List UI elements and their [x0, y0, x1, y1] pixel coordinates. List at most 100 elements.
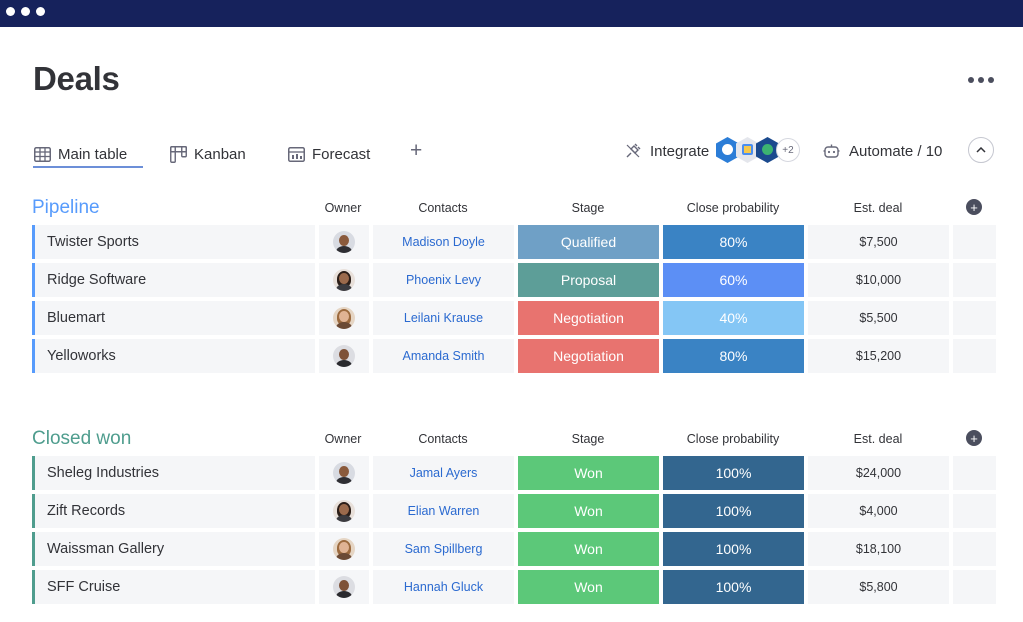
- item-name-cell[interactable]: Yelloworks: [32, 339, 315, 373]
- window-dot[interactable]: [21, 7, 30, 16]
- stage-status[interactable]: Won: [518, 532, 659, 566]
- integration-icons[interactable]: [716, 136, 802, 164]
- column-header-probability[interactable]: Close probability: [686, 201, 780, 215]
- table-row[interactable]: Zift Records Elian Warren Won 100% $4,000: [32, 494, 998, 528]
- owner-cell[interactable]: [319, 263, 369, 297]
- table-row[interactable]: Ridge Software Phoenix Levy Proposal 60% $10…: [32, 263, 998, 297]
- close-probability[interactable]: 100%: [663, 570, 804, 604]
- table-row[interactable]: SFF Cruise Hannah Gluck Won 100% $5,800: [32, 570, 998, 604]
- add-column-icon[interactable]: +: [966, 199, 982, 215]
- est-deal-value[interactable]: $5,800: [808, 570, 949, 604]
- window-dot[interactable]: [36, 7, 45, 16]
- close-probability[interactable]: 40%: [663, 301, 804, 335]
- contact-link[interactable]: Jamal Ayers: [373, 456, 514, 490]
- est-deal-value[interactable]: $24,000: [808, 456, 949, 490]
- column-header-contacts[interactable]: Contacts: [418, 432, 468, 446]
- automate-button[interactable]: Automate / 10: [823, 139, 942, 163]
- item-name-cell[interactable]: Zift Records: [32, 494, 315, 528]
- stage-status[interactable]: Qualified: [518, 225, 659, 259]
- item-name-cell[interactable]: Ridge Software: [32, 263, 315, 297]
- add-view-button[interactable]: +: [410, 139, 423, 162]
- owner-cell[interactable]: [319, 494, 369, 528]
- avatar[interactable]: [333, 538, 355, 560]
- item-name-cell[interactable]: Sheleg Industries: [32, 456, 315, 490]
- table-row[interactable]: Yelloworks Amanda Smith Negotiation 80% $15,…: [32, 339, 998, 373]
- est-deal-value[interactable]: $7,500: [808, 225, 949, 259]
- est-deal-value[interactable]: $5,500: [808, 301, 949, 335]
- close-probability[interactable]: 60%: [663, 263, 804, 297]
- item-name-cell[interactable]: Waissman Gallery: [32, 532, 315, 566]
- table-row[interactable]: Twister Sports Madison Doyle Qualified 80% $…: [32, 225, 998, 259]
- group-title[interactable]: Closed won: [32, 428, 132, 449]
- item-name-cell[interactable]: Twister Sports: [32, 225, 315, 259]
- owner-cell[interactable]: [319, 570, 369, 604]
- contact-link[interactable]: Amanda Smith: [373, 339, 514, 373]
- est-deal-value[interactable]: $4,000: [808, 494, 949, 528]
- collapse-header-button[interactable]: [968, 137, 994, 163]
- owner-cell[interactable]: [319, 456, 369, 490]
- group-color-marker: [32, 225, 35, 259]
- stage-status[interactable]: Negotiation: [518, 301, 659, 335]
- table-row[interactable]: Sheleg Industries Jamal Ayers Won 100% $24,0…: [32, 456, 998, 490]
- stage-status[interactable]: Won: [518, 570, 659, 604]
- column-header-deal[interactable]: Est. deal: [853, 432, 903, 446]
- owner-cell[interactable]: [319, 339, 369, 373]
- empty-cell[interactable]: [953, 532, 996, 566]
- stage-status[interactable]: Won: [518, 456, 659, 490]
- contact-link[interactable]: Hannah Gluck: [373, 570, 514, 604]
- integrate-button[interactable]: Integrate: [625, 139, 709, 163]
- contact-link[interactable]: Phoenix Levy: [373, 263, 514, 297]
- owner-cell[interactable]: [319, 225, 369, 259]
- empty-cell[interactable]: [953, 301, 996, 335]
- item-name-cell[interactable]: Bluemart: [32, 301, 315, 335]
- stage-status[interactable]: Proposal: [518, 263, 659, 297]
- item-name-cell[interactable]: SFF Cruise: [32, 570, 315, 604]
- column-header-stage[interactable]: Stage: [571, 432, 605, 446]
- empty-cell[interactable]: [953, 456, 996, 490]
- close-probability[interactable]: 100%: [663, 494, 804, 528]
- close-probability[interactable]: 80%: [663, 225, 804, 259]
- owner-cell[interactable]: [319, 301, 369, 335]
- tab-forecast[interactable]: Forecast: [288, 139, 370, 169]
- column-header-contacts[interactable]: Contacts: [418, 201, 468, 215]
- column-header-probability[interactable]: Close probability: [686, 432, 780, 446]
- column-header-stage[interactable]: Stage: [571, 201, 605, 215]
- column-header-deal[interactable]: Est. deal: [853, 201, 903, 215]
- empty-cell[interactable]: [953, 494, 996, 528]
- stage-status[interactable]: Negotiation: [518, 339, 659, 373]
- contact-link[interactable]: Leilani Krause: [373, 301, 514, 335]
- avatar[interactable]: [333, 307, 355, 329]
- est-deal-value[interactable]: $10,000: [808, 263, 949, 297]
- owner-cell[interactable]: [319, 532, 369, 566]
- table-row[interactable]: Bluemart Leilani Krause Negotiation 40% $5,5…: [32, 301, 998, 335]
- contact-link[interactable]: Elian Warren: [373, 494, 514, 528]
- tab-main-table[interactable]: Main table: [34, 139, 127, 169]
- tab-kanban[interactable]: Kanban: [170, 139, 246, 169]
- avatar[interactable]: [333, 462, 355, 484]
- more-integrations-badge[interactable]: +2: [776, 138, 800, 162]
- avatar[interactable]: [333, 345, 355, 367]
- more-options-icon[interactable]: [966, 75, 996, 87]
- contact-link[interactable]: Madison Doyle: [373, 225, 514, 259]
- est-deal-value[interactable]: $15,200: [808, 339, 949, 373]
- est-deal-value[interactable]: $18,100: [808, 532, 949, 566]
- stage-status[interactable]: Won: [518, 494, 659, 528]
- window-dot[interactable]: [6, 7, 15, 16]
- avatar[interactable]: [333, 500, 355, 522]
- group-title[interactable]: Pipeline: [32, 197, 100, 218]
- column-header-owner[interactable]: Owner: [324, 201, 362, 215]
- column-header-owner[interactable]: Owner: [324, 432, 362, 446]
- avatar[interactable]: [333, 231, 355, 253]
- close-probability[interactable]: 80%: [663, 339, 804, 373]
- table-row[interactable]: Waissman Gallery Sam Spillberg Won 100% $18,…: [32, 532, 998, 566]
- empty-cell[interactable]: [953, 263, 996, 297]
- close-probability[interactable]: 100%: [663, 456, 804, 490]
- close-probability[interactable]: 100%: [663, 532, 804, 566]
- contact-link[interactable]: Sam Spillberg: [373, 532, 514, 566]
- add-column-icon[interactable]: +: [966, 430, 982, 446]
- empty-cell[interactable]: [953, 225, 996, 259]
- empty-cell[interactable]: [953, 339, 996, 373]
- empty-cell[interactable]: [953, 570, 996, 604]
- avatar[interactable]: [333, 269, 355, 291]
- avatar[interactable]: [333, 576, 355, 598]
